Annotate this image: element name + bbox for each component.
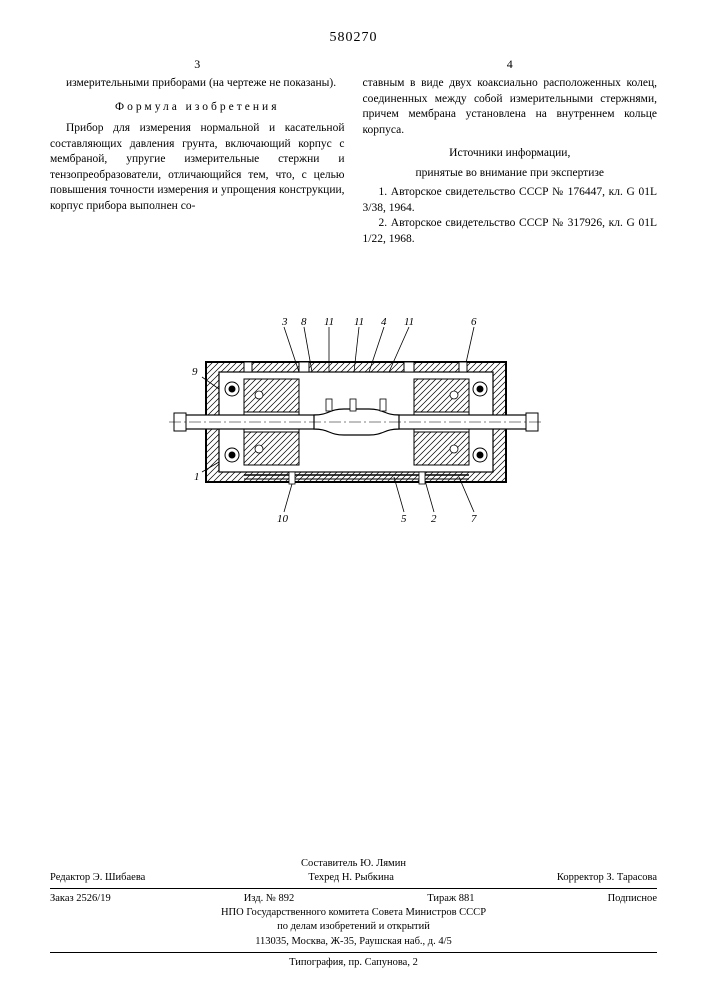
callout-9: 9	[192, 366, 198, 378]
right-column: 4 ставным в виде двух коаксиально распол…	[363, 56, 658, 247]
editor: Редактор Э. Шибаева	[50, 871, 145, 885]
compiler: Составитель Ю. Лямин	[50, 857, 657, 871]
technical-drawing: 3 8 11 11 4 11 6 9 3 1 10 5	[144, 317, 564, 537]
tech-editor: Техред Н. Рыбкина	[308, 871, 394, 885]
footer-block: Составитель Ю. Лямин Редактор Э. Шибаева…	[50, 857, 657, 970]
org-line2: по делам изобретений и открытий	[50, 920, 657, 934]
claim-text: Прибор для измерения нормальной и касате…	[50, 121, 345, 214]
right-col-num: 4	[363, 56, 658, 72]
patent-page: 580270 3 измерительными приборами (на че…	[0, 0, 707, 557]
callout-11c: 11	[404, 317, 414, 328]
order-num: Заказ 2526/19	[50, 892, 111, 906]
left-line1: измерительными приборами (на чертеже не …	[50, 76, 345, 92]
edition-num: Изд. № 892	[244, 892, 295, 906]
circulation: Тираж 881	[427, 892, 474, 906]
org-line1: НПО Государственного комитета Совета Мин…	[50, 906, 657, 920]
callout-4: 4	[381, 317, 387, 328]
right-cont: ставным в виде двух коаксиально располож…	[363, 76, 658, 138]
callout-11a: 11	[324, 317, 334, 328]
subscription: Подписное	[608, 892, 657, 906]
callout-11b: 11	[354, 317, 364, 328]
corrector: Корректор З. Тарасова	[557, 871, 657, 885]
callout-5: 5	[401, 513, 407, 525]
patent-number: 580270	[50, 30, 657, 46]
callout-6: 6	[471, 317, 477, 328]
sources-heading2: принятые во внимание при экспертизе	[363, 166, 658, 182]
sources-heading1: Источники информации,	[363, 146, 658, 162]
callout-10: 10	[277, 513, 289, 525]
callout-1: 1	[194, 471, 200, 483]
left-col-num: 3	[50, 56, 345, 72]
formula-heading: Формула изобретения	[50, 100, 345, 116]
callout-3t: 3	[281, 317, 288, 328]
left-column: 3 измерительными приборами (на чертеже н…	[50, 56, 345, 247]
source2: 2. Авторское свидетельство СССР № 317926…	[363, 216, 658, 247]
callout-8: 8	[301, 317, 307, 328]
callout-2: 2	[431, 513, 437, 525]
figure-container: 3 8 11 11 4 11 6 9 3 1 10 5	[50, 317, 657, 537]
callout-7: 7	[471, 513, 477, 525]
source1: 1. Авторское свидетельство СССР № 176447…	[363, 185, 658, 216]
printing-house: Типография, пр. Сапунова, 2	[50, 956, 657, 970]
text-columns: 3 измерительными приборами (на чертеже н…	[50, 56, 657, 247]
address: 113035, Москва, Ж-35, Раушская наб., д. …	[50, 935, 657, 949]
